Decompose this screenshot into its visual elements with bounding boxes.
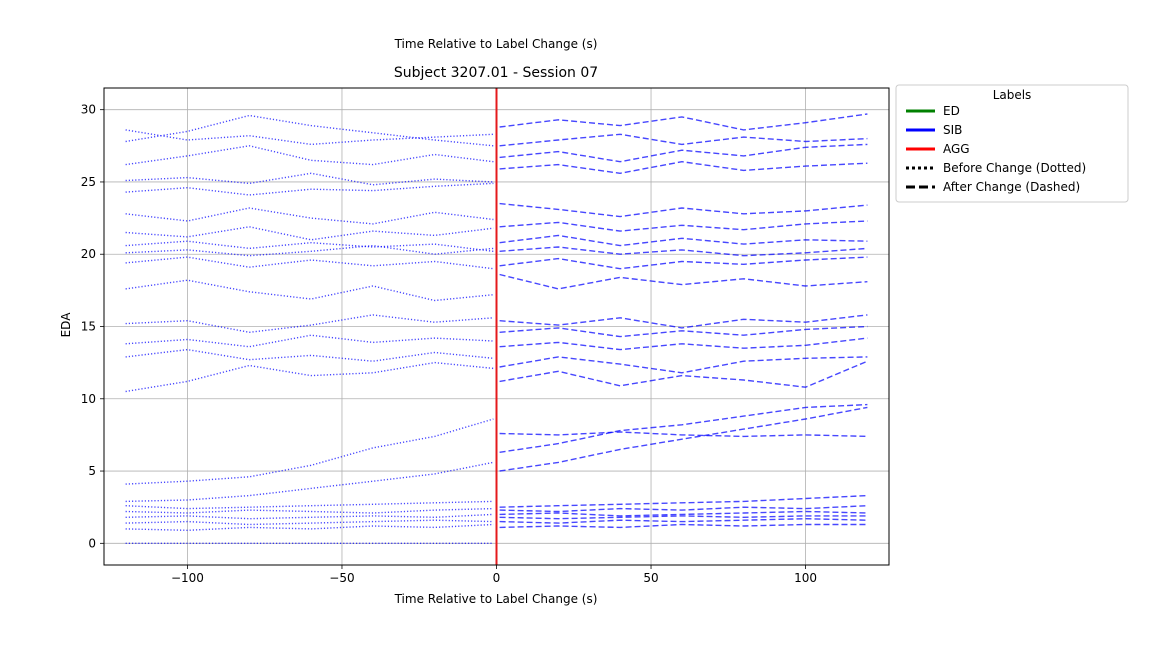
x-tick-label: 50: [643, 571, 658, 585]
before-change-series: [125, 418, 494, 485]
after-change-series: [499, 518, 868, 524]
before-change-series: [125, 129, 494, 146]
before-change-series: [125, 114, 494, 147]
after-change-series: [499, 143, 868, 163]
series-layer: [125, 113, 868, 544]
after-change-series: [499, 246, 868, 257]
legend-entries: ED SIB AGG Before Change (Dotted) After Chan…: [906, 104, 1086, 194]
before-change-series: [125, 500, 494, 510]
figure-suptitle: Time Relative to Label Change (s): [394, 37, 598, 51]
legend-title: Labels: [993, 88, 1032, 102]
before-change-series: [125, 513, 494, 520]
after-change-series: [499, 256, 868, 270]
x-axis-ticks: −100 −50 0 50 100: [171, 565, 817, 585]
before-change-series: [125, 244, 494, 257]
x-tick-label: −50: [329, 571, 354, 585]
before-change-series: [125, 348, 494, 362]
x-tick-label: 0: [493, 571, 501, 585]
legend: Labels ED SIB AGG Before Change (Dotted) Aft…: [895, 84, 1129, 203]
after-change-series: [499, 360, 868, 388]
after-change-series: [499, 202, 868, 218]
before-change-series: [125, 182, 494, 196]
after-change-series: [499, 133, 868, 147]
y-tick-label: 30: [81, 103, 96, 117]
after-change-series: [499, 431, 868, 438]
after-change-series: [499, 403, 868, 453]
y-tick-label: 25: [81, 175, 96, 189]
after-change-series: [499, 273, 868, 290]
y-axis-ticks: 0 5 10 15 20 25 30: [81, 103, 104, 550]
before-change-series: [125, 172, 494, 186]
before-change-series: [125, 519, 494, 526]
before-change-series: [125, 314, 494, 333]
after-change-series: [499, 523, 868, 529]
after-change-series: [499, 325, 868, 338]
y-tick-label: 5: [88, 464, 96, 478]
after-change-series: [499, 113, 868, 131]
legend-label: SIB: [943, 123, 962, 137]
after-change-series: [499, 337, 868, 351]
before-change-series: [125, 256, 494, 270]
before-change-series: [125, 461, 494, 503]
y-tick-label: 0: [88, 536, 96, 550]
before-change-series: [125, 145, 494, 166]
before-change-series: [125, 240, 494, 252]
after-change-series: [499, 505, 868, 513]
legend-box: [895, 84, 1129, 203]
before-change-series: [125, 523, 494, 531]
after-change-series: [499, 314, 868, 329]
before-change-series: [125, 207, 494, 225]
after-change-series: [499, 515, 868, 520]
after-change-series: [499, 356, 868, 374]
legend-label: Before Change (Dotted): [943, 161, 1086, 175]
after-change-series: [499, 160, 868, 175]
before-change-series: [125, 334, 494, 348]
y-tick-label: 15: [81, 320, 96, 334]
before-change-series: [125, 361, 494, 393]
y-axis-label: EDA: [59, 312, 73, 338]
x-tick-label: −100: [171, 571, 204, 585]
x-tick-label: 100: [794, 571, 817, 585]
legend-label: After Change (Dashed): [943, 180, 1080, 194]
x-axis-label: Time Relative to Label Change (s): [394, 592, 598, 606]
legend-label: AGG: [943, 142, 970, 156]
after-change-series: [499, 510, 868, 517]
legend-label: ED: [943, 104, 960, 118]
after-change-series: [499, 494, 868, 508]
y-tick-label: 20: [81, 247, 96, 261]
before-change-series: [125, 279, 494, 302]
before-change-series: [125, 507, 494, 514]
after-change-series: [499, 234, 868, 247]
before-change-series: [125, 226, 494, 241]
after-change-series: [499, 406, 868, 472]
after-change-series: [499, 220, 868, 232]
chart-title: Subject 3207.01 - Session 07: [394, 65, 598, 81]
y-tick-label: 10: [81, 392, 96, 406]
